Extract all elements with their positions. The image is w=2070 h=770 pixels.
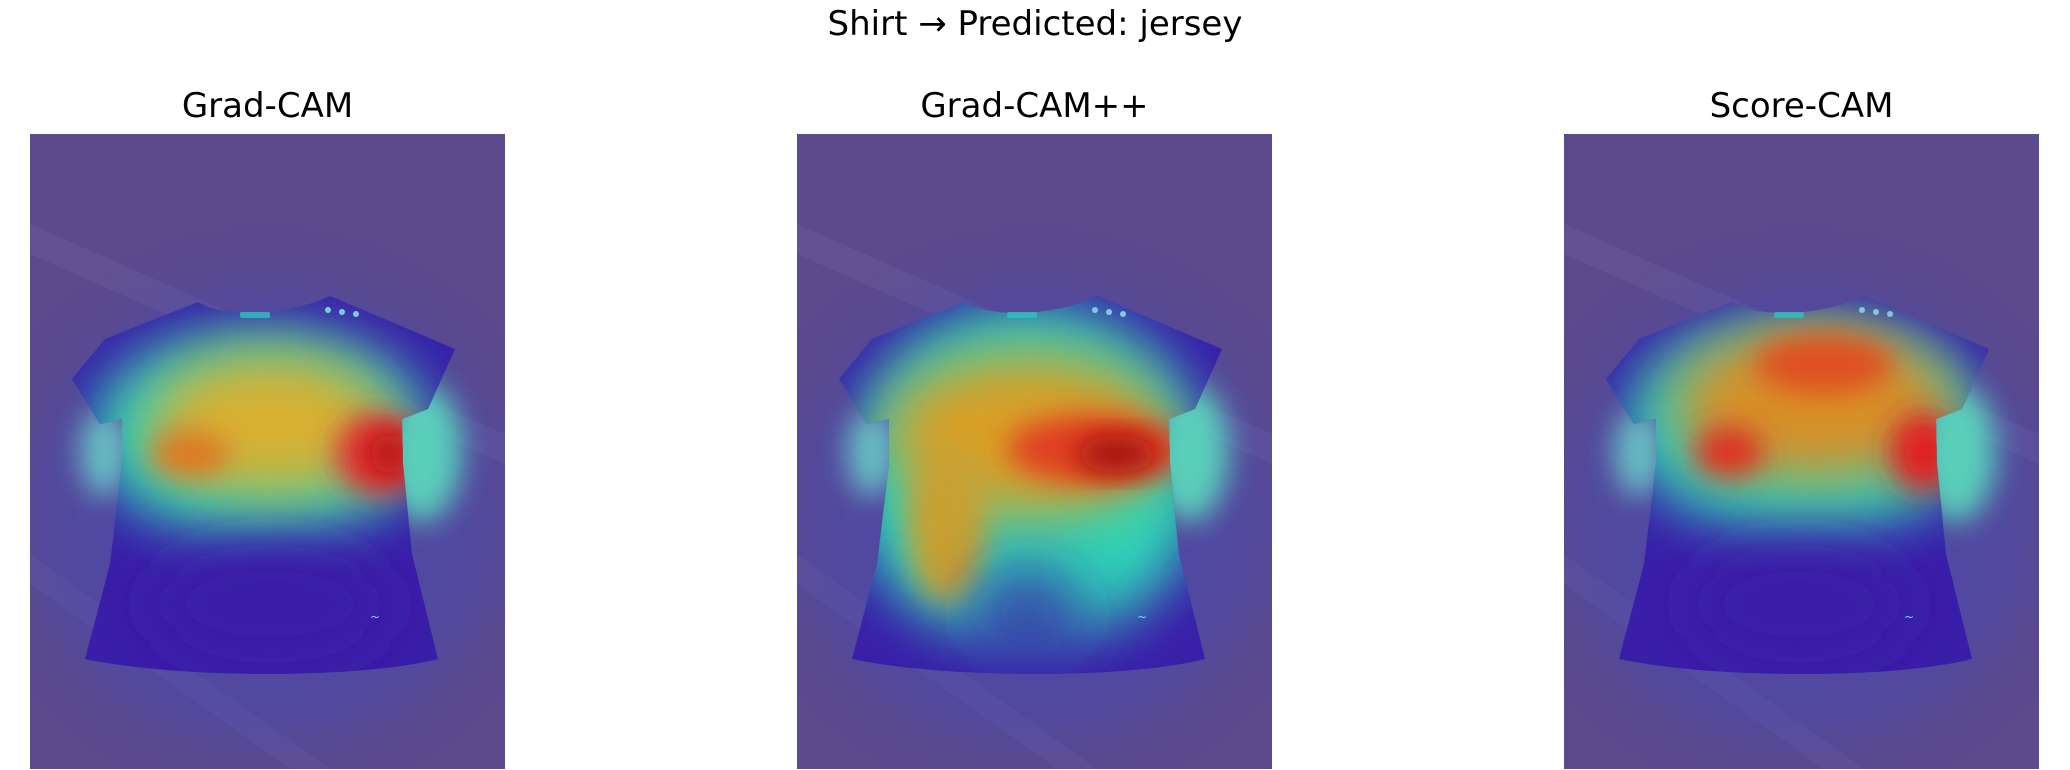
heatmap-image-scorecam: ~: [1564, 134, 2039, 769]
panel-title-gradcampp: Grad-CAM++: [920, 86, 1149, 126]
svg-text:~: ~: [1137, 610, 1147, 624]
svg-text:~: ~: [370, 610, 380, 624]
panel-title-gradcam: Grad-CAM: [181, 86, 354, 126]
heatmap-panel-gradcampp: ~: [797, 134, 1272, 769]
heatmap-panel-gradcam: ~: [30, 134, 505, 769]
heatmap-image-gradcam: ~: [30, 134, 505, 769]
svg-text:~: ~: [1904, 610, 1914, 624]
heatmap-image-gradcampp: ~: [797, 134, 1272, 769]
panel-title-scorecam: Score-CAM: [1709, 86, 1894, 126]
heatmap-panel-scorecam: ~: [1564, 134, 2039, 769]
figure-suptitle: Shirt → Predicted: jersey: [827, 4, 1243, 44]
